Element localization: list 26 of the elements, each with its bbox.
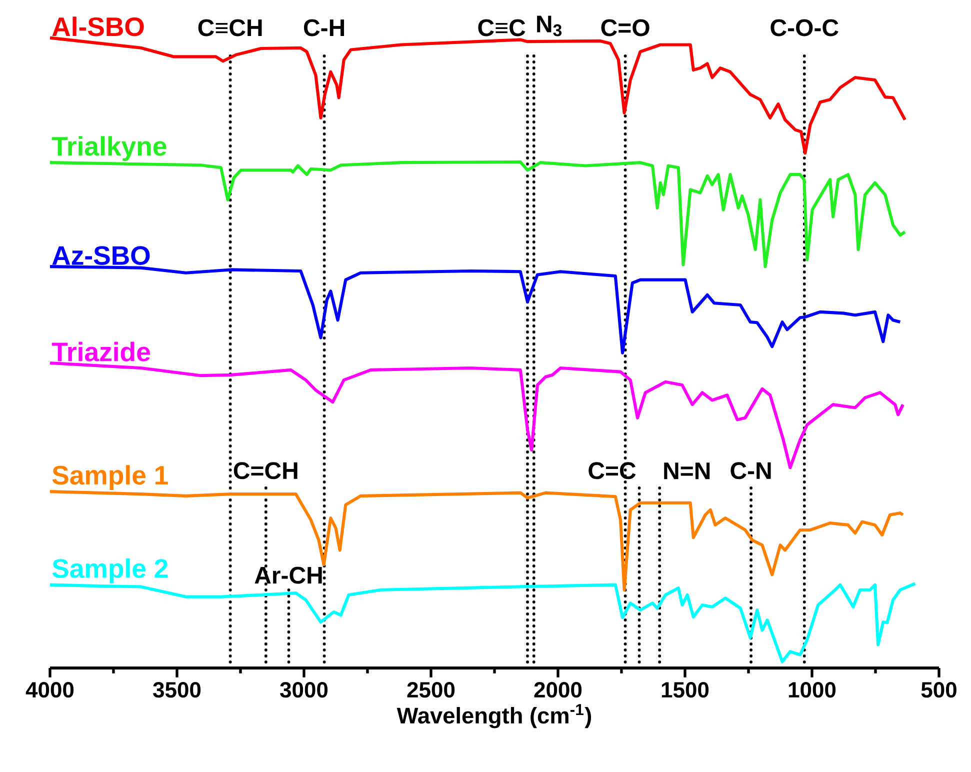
annotation: C=C [588, 462, 636, 480]
series-label: Az-SBO [52, 246, 150, 265]
ref-line-label: C-H [304, 19, 344, 36]
x-axis-title: Wavelength (cm$^{-1}$) [396, 704, 592, 728]
ref-line-label: C=O [601, 19, 650, 36]
x-tick-label: 3500 [153, 682, 201, 698]
series-label: Triazide [52, 342, 150, 362]
annotation: C=CH [234, 462, 298, 480]
series-label: Al-SBO [52, 16, 144, 36]
x-tick-label: 1000 [788, 682, 836, 698]
x-tick-label: 1500 [662, 682, 709, 698]
x-tick-label: 500 [921, 682, 956, 698]
ref-line-label: C≡C [478, 19, 526, 36]
series-label: Sample 2 [52, 558, 168, 584]
annotation: Ar-CH [254, 566, 322, 584]
x-tick-label: 2500 [407, 682, 455, 698]
ref-line-label: C-O-C [770, 19, 838, 36]
series-label: Sample 1 [52, 465, 168, 490]
ref-line-label: C≡CH [198, 19, 262, 36]
annotation: C-N [730, 462, 771, 480]
annotation: N=N [664, 462, 710, 480]
x-tick-label: 3000 [280, 682, 328, 698]
series-label: Trialkyne [52, 136, 166, 161]
x-tick-label: 4000 [26, 682, 74, 698]
x-tick-label: 2000 [534, 682, 582, 698]
ref-line-label: N$_{3}$ [537, 16, 562, 36]
